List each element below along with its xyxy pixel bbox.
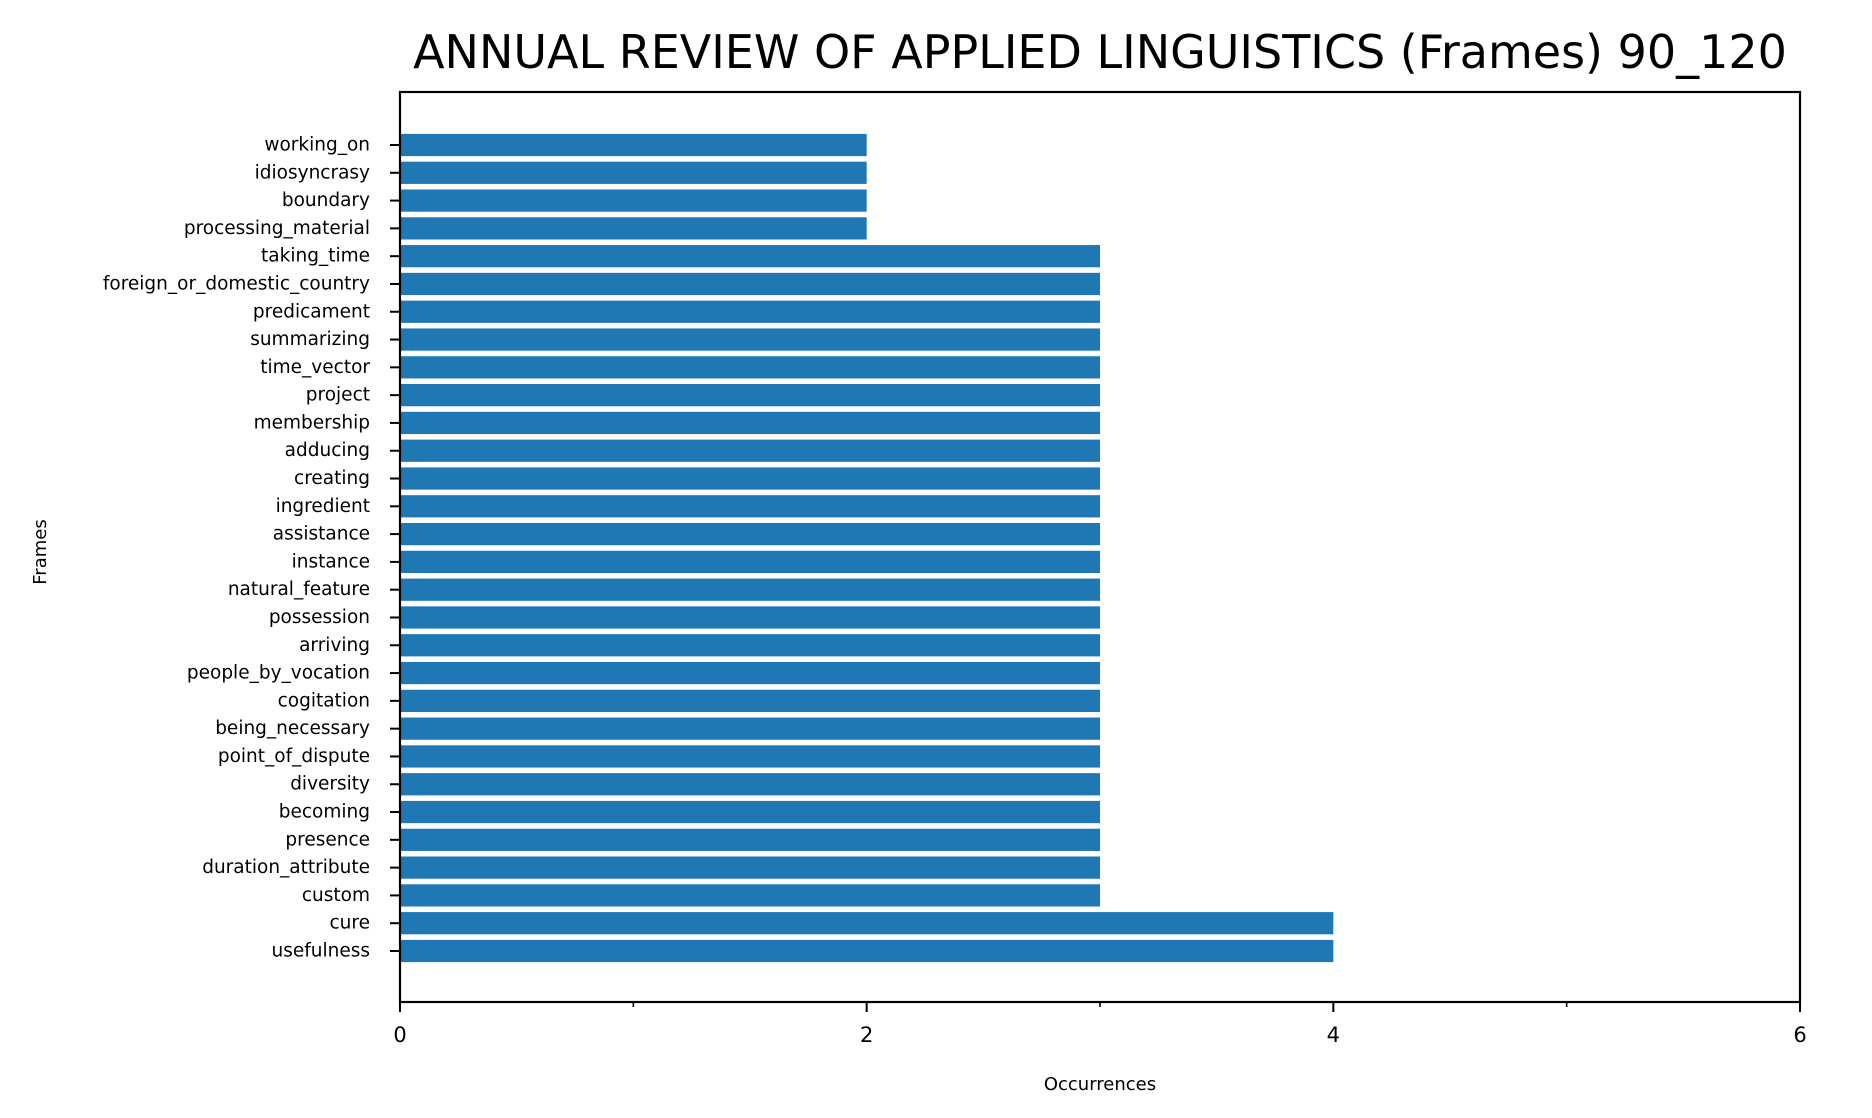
y-tick-label: predicament [253,301,370,322]
bar-project [400,384,1100,407]
y-tick-label: presence [285,829,370,850]
bar-summarizing [400,328,1100,351]
bar-cogitation [400,689,1100,712]
y-tick-label: custom [302,885,370,906]
bar-becoming [400,800,1100,824]
y-tick-label: diversity [290,774,370,795]
bar-predicament [400,300,1100,323]
y-tick-label: processing_material [184,218,370,239]
x-tick-label: 4 [1327,1023,1340,1047]
bar-working_on [400,133,867,157]
bar-diversity [400,773,1100,796]
y-tick-label: ingredient [276,496,370,517]
y-tick-label: arriving [299,635,370,656]
bar-usefulness [400,939,1334,963]
y-tick-label: summarizing [250,329,370,350]
y-tick-label: creating [294,468,370,489]
y-tick-label: boundary [282,190,370,211]
bars-layer [400,133,1334,963]
bar-natural_feature [400,578,1100,601]
x-tick-label: 6 [1793,1023,1806,1047]
y-tick-label: becoming [279,802,370,823]
y-tick-label: possession [269,607,370,628]
y-tick-label: point_of_dispute [218,746,370,767]
bar-foreign_or_domestic_country [400,272,1100,296]
y-axis-label: Frames [30,519,51,584]
bar-arriving [400,634,1100,657]
y-tick-label: assistance [273,524,370,545]
y-tick-label: idiosyncrasy [255,162,370,183]
bar-adducing [400,439,1100,462]
y-tick-label: taking_time [261,246,370,267]
bar-time_vector [400,356,1100,379]
bar-presence [400,828,1100,851]
y-tick-label: working_on [264,135,370,156]
y-tick-label: duration_attribute [202,857,370,878]
bar-duration_attribute [400,856,1100,879]
bar-instance [400,550,1100,574]
y-tick-label: foreign_or_domestic_country [103,273,370,294]
bar-cure [400,912,1334,935]
chart-title: ANNUAL REVIEW OF APPLIED LINGUISTICS (Fr… [413,25,1787,79]
bar-being_necessary [400,717,1100,740]
x-tick-label: 0 [393,1023,406,1047]
y-tick-label: usefulness [271,941,370,962]
bar-point_of_dispute [400,745,1100,768]
bar-possession [400,606,1100,629]
x-axis-label: Occurrences [1044,1074,1156,1095]
x-tick-label: 2 [860,1023,873,1047]
y-tick-label: membership [254,412,370,433]
bar-people_by_vocation [400,661,1100,685]
bar-creating [400,467,1100,490]
y-tick-label: natural_feature [228,579,370,600]
y-tick-label: adducing [285,440,370,461]
bar-processing_material [400,217,867,240]
y-tick-label: instance [292,551,370,572]
bar-idiosyncrasy [400,161,867,184]
y-tick-label: cogitation [278,690,370,711]
y-tick-label: project [306,385,370,406]
bar-assistance [400,522,1100,546]
y-tick-label: time_vector [260,357,370,378]
bar-taking_time [400,245,1100,268]
bar-custom [400,884,1100,907]
y-tick-label: cure [330,913,370,934]
y-tick-label: people_by_vocation [187,663,370,684]
bar-membership [400,411,1100,435]
y-axis: usefulness cure custom duration_attribute pr… [103,135,400,962]
y-tick-label: being_necessary [215,718,370,739]
plot-frame [398,90,1802,1004]
x-axis: 0 2 4 6 [393,1002,1807,1047]
bar-boundary [400,189,867,212]
bar-ingredient [400,495,1100,518]
